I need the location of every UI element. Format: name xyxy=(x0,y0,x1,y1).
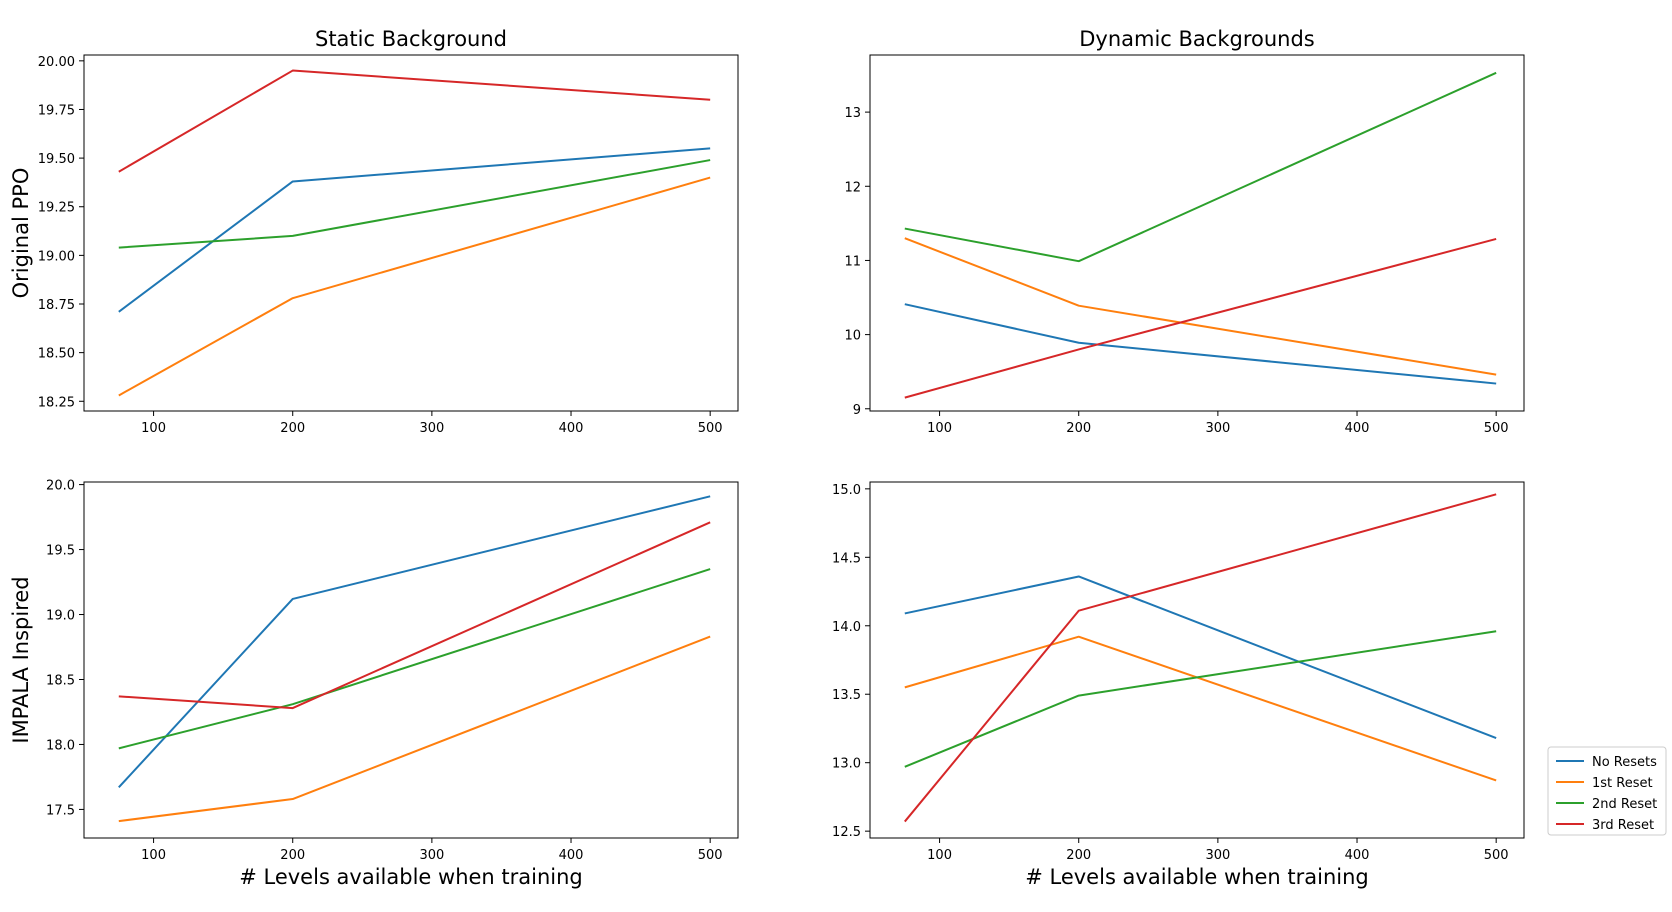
panel-title: Static Background xyxy=(315,27,507,51)
y-tick-label: 12.5 xyxy=(832,825,861,840)
y-tick-label: 18.5 xyxy=(46,673,75,688)
series-line-no-resets xyxy=(904,303,1497,385)
x-tick-label: 400 xyxy=(1345,421,1370,436)
x-tick-label: 500 xyxy=(698,848,723,863)
y-tick-label: 14.0 xyxy=(832,620,861,635)
x-tick-label: 500 xyxy=(1484,848,1509,863)
y-tick-label: 19.25 xyxy=(38,201,75,216)
series-line-2nd-reset xyxy=(904,71,1497,263)
y-tick-label: 17.5 xyxy=(46,803,75,818)
series-line-no-resets xyxy=(118,147,711,313)
x-tick-label: 500 xyxy=(1484,421,1509,436)
legend-frame xyxy=(1547,746,1667,836)
series-line-1st-reset xyxy=(118,635,711,823)
series-line-2nd-reset xyxy=(118,568,711,750)
series-line-3rd-reset xyxy=(904,493,1497,823)
x-tick-label: 100 xyxy=(927,421,952,436)
x-tick-label: 200 xyxy=(1066,848,1091,863)
series-line-1st-reset xyxy=(904,635,1497,782)
y-tick-label: 19.75 xyxy=(38,103,75,118)
x-tick-label: 100 xyxy=(141,848,166,863)
x-tick-label: 200 xyxy=(280,421,305,436)
y-tick-label: 13.5 xyxy=(832,688,861,703)
y-tick-label: 14.5 xyxy=(832,551,861,566)
x-tick-label: 200 xyxy=(1066,421,1091,436)
y-tick-label: 13.0 xyxy=(832,757,861,772)
legend-item-label: 2nd Reset xyxy=(1592,797,1657,812)
series-line-2nd-reset xyxy=(118,159,711,249)
y-tick-label: 13 xyxy=(844,106,861,121)
chart-panel-4: 100 200 300 400 500 12.5 13.0 13.5 14.0 14.5 15.0 #… xyxy=(832,481,1525,889)
series-line-3rd-reset xyxy=(118,69,711,173)
y-axis-label: IMPALA Inspired xyxy=(9,576,33,743)
x-tick-label: 200 xyxy=(280,848,305,863)
x-tick-label: 300 xyxy=(419,848,444,863)
y-tick-label: 18.75 xyxy=(38,298,75,313)
series-line-1st-reset xyxy=(904,237,1497,376)
series-line-no-resets xyxy=(118,495,711,789)
legend-item-label: 3rd Reset xyxy=(1592,818,1654,833)
chart-panel-1: 100 200 300 400 500 18.25 18.50 18.75 19.00 19.25… xyxy=(9,27,739,436)
y-tick-label: 20.00 xyxy=(38,55,75,70)
y-tick-label: 20.0 xyxy=(46,479,75,494)
x-tick-label: 500 xyxy=(698,421,723,436)
y-tick-label: 19.0 xyxy=(46,609,75,624)
y-axis-label: Original PPO xyxy=(9,168,33,299)
y-tick-label: 19.00 xyxy=(38,249,75,264)
x-tick-label: 400 xyxy=(1345,848,1370,863)
series-line-3rd-reset xyxy=(904,237,1497,399)
x-axis-label: # Levels available when training xyxy=(239,865,583,889)
y-tick-label: 18.0 xyxy=(46,738,75,753)
x-tick-label: 100 xyxy=(141,421,166,436)
y-tick-label: 18.25 xyxy=(38,395,75,410)
plot-frame xyxy=(869,481,1525,839)
y-tick-label: 11 xyxy=(844,254,861,269)
legend-item-label: 1st Reset xyxy=(1592,776,1653,791)
x-tick-label: 300 xyxy=(1205,848,1230,863)
y-tick-label: 15.0 xyxy=(832,483,861,498)
y-tick-label: 10 xyxy=(844,329,861,344)
y-tick-label: 12 xyxy=(844,180,861,195)
plot-frame xyxy=(83,54,739,412)
y-tick-label: 9 xyxy=(853,403,861,418)
series-line-2nd-reset xyxy=(904,630,1497,768)
x-tick-label: 400 xyxy=(559,421,584,436)
plot-frame xyxy=(869,54,1525,412)
x-tick-label: 400 xyxy=(559,848,584,863)
x-tick-label: 300 xyxy=(419,421,444,436)
x-axis-label: # Levels available when training xyxy=(1025,865,1369,889)
y-tick-label: 18.50 xyxy=(38,347,75,362)
x-tick-label: 300 xyxy=(1205,421,1230,436)
y-tick-label: 19.5 xyxy=(46,544,75,559)
series-line-3rd-reset xyxy=(118,521,711,710)
chart-panel-2: 100 200 300 400 500 9 10 11 12 13 Dynamic Backgrou… xyxy=(844,27,1525,436)
series-line-no-resets xyxy=(904,575,1497,739)
x-tick-label: 100 xyxy=(927,848,952,863)
chart-panel-3: 100 200 300 400 500 17.5 18.0 18.5 19.0 19.5 20.0 #… xyxy=(9,479,739,889)
legend: No Resets 1st Reset 2nd Reset 3rd Reset xyxy=(1547,746,1667,836)
panel-title: Dynamic Backgrounds xyxy=(1079,27,1315,51)
series-line-1st-reset xyxy=(118,176,711,397)
legend-item-label: No Resets xyxy=(1592,755,1657,770)
y-tick-label: 19.50 xyxy=(38,152,75,167)
chart-panels: 100 200 300 400 500 18.25 18.50 18.75 19.00 19.25… xyxy=(9,27,1525,889)
plot-frame xyxy=(83,481,739,839)
